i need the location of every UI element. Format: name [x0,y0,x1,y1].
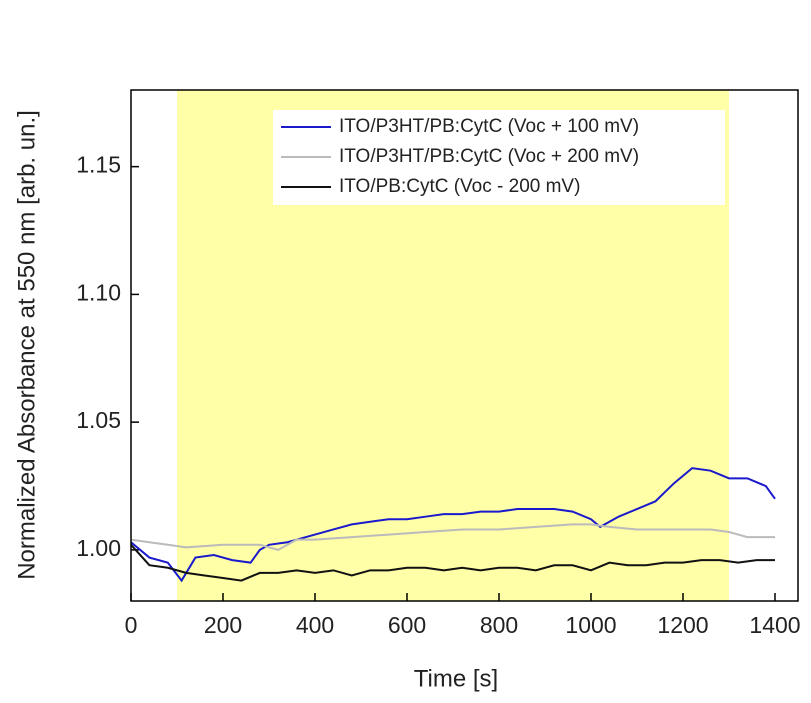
x-tick-label: 1400 [749,612,800,638]
legend-label: ITO/P3HT/PB:CytC (Voc + 200 mV) [339,146,639,167]
legend-label: ITO/PB:CytC (Voc - 200 mV) [339,176,580,197]
plot-frame [130,89,799,602]
y-axis-label: Normalized Absorbance at 550 nm [arb. un… [13,110,40,580]
x-tick-label: 600 [388,612,426,638]
y-tick-label: 1.00 [76,535,121,561]
x-axis-label: Time [s] [414,665,498,692]
x-tick-label: 200 [204,612,242,638]
y-tick-label: 1.05 [76,407,121,433]
x-tick-label: 1000 [565,612,616,638]
x-tick-label: 0 [125,612,138,638]
series-line [130,467,776,583]
y-tick-label: 1.15 [76,152,121,178]
x-tick-label: 400 [296,612,334,638]
series-line [130,544,775,582]
y-tick-label: 1.10 [76,279,121,305]
x-tick-label: 1200 [657,612,708,638]
series-line [130,523,775,551]
legend-label: ITO/P3HT/PB:CytC (Voc + 100 mV) [339,116,639,137]
x-tick-label: 800 [480,612,518,638]
legend-box [273,110,725,205]
